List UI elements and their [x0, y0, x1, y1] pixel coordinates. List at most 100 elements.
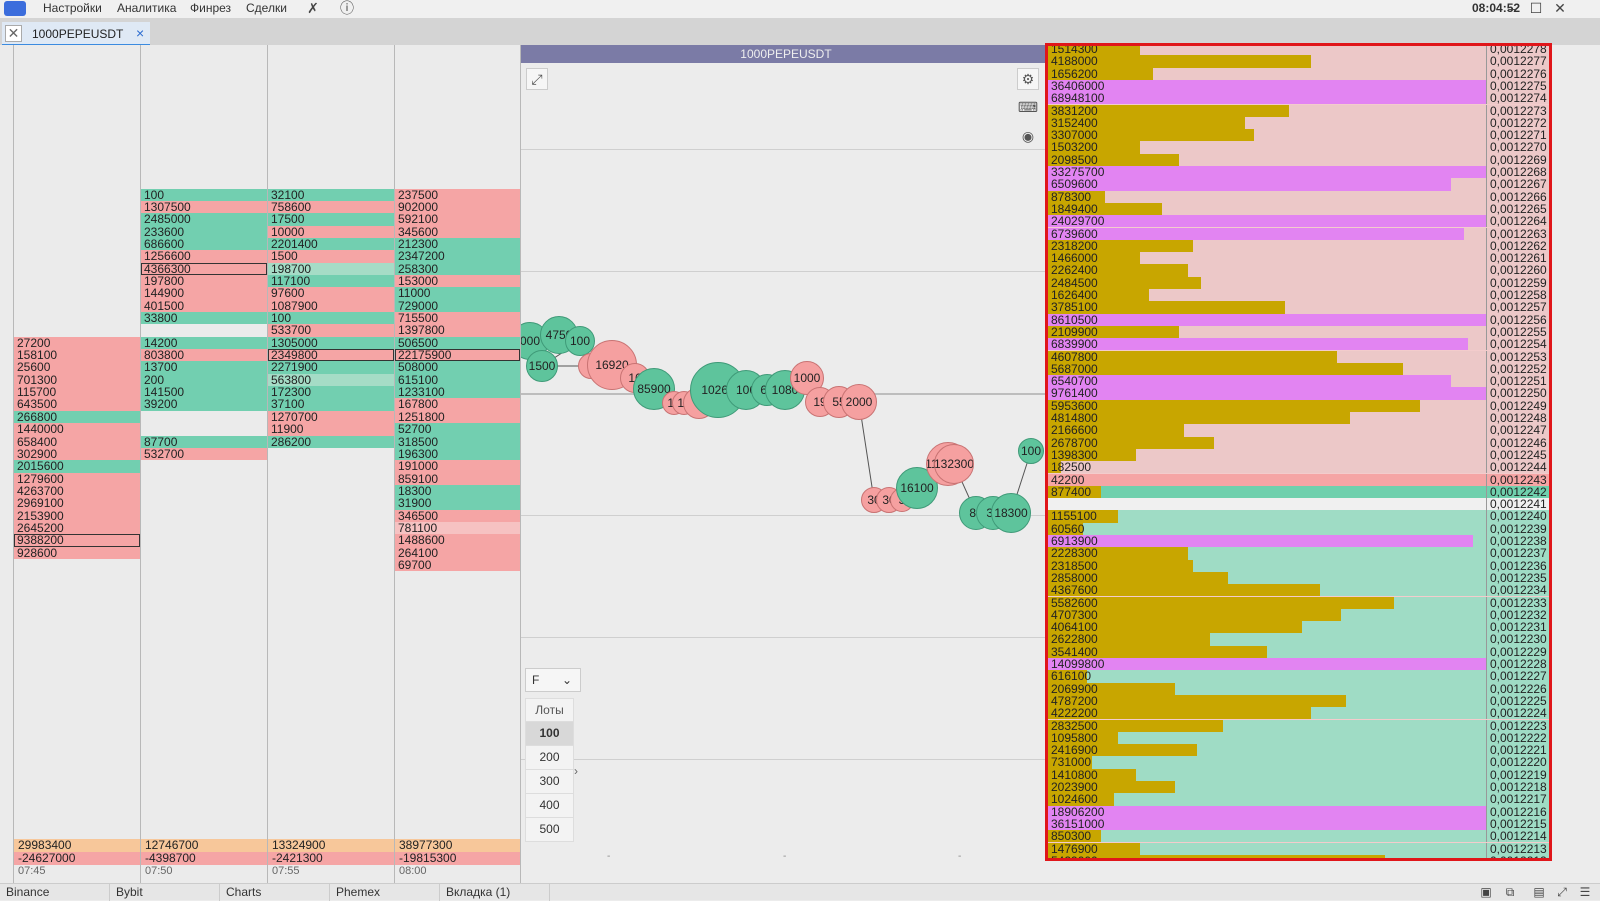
- order-book-row[interactable]: 68948100 0,0012274: [1048, 92, 1549, 104]
- order-book-row[interactable]: 6509600 0,0012267: [1048, 178, 1549, 191]
- status-tab-1[interactable]: Bybit: [110, 884, 220, 901]
- order-book-row[interactable]: 2318500 0,0012236: [1048, 559, 1549, 572]
- order-book-row[interactable]: 4787200 0,0012225: [1048, 695, 1549, 707]
- window-icon[interactable]: ⧉: [1505, 885, 1515, 899]
- lot-option-100[interactable]: 100: [525, 722, 574, 746]
- chart-icon[interactable]: ⤢: [1557, 885, 1567, 899]
- order-book-row[interactable]: 1626400 0,0012258: [1048, 289, 1549, 301]
- status-tab-3[interactable]: Phemex: [330, 884, 440, 901]
- order-book-row[interactable]: 4064100 0,0012231: [1048, 621, 1549, 633]
- order-book-row[interactable]: 1656200 0,0012276: [1048, 67, 1549, 80]
- order-book-row[interactable]: 2228300 0,0012237: [1048, 547, 1549, 560]
- order-book-row[interactable]: 2262400 0,0012260: [1048, 264, 1549, 277]
- order-book-row[interactable]: 2166600 0,0012247: [1048, 424, 1549, 437]
- order-book-row[interactable]: 5429000 0,0012212: [1048, 854, 1549, 858]
- menu-settings[interactable]: Настройки: [43, 1, 102, 15]
- trade-bubble[interactable]: 2000: [841, 384, 877, 420]
- eye-icon[interactable]: ◉: [1021, 128, 1035, 144]
- order-book-row[interactable]: 1849400 0,0012265: [1048, 203, 1549, 215]
- order-book-row[interactable]: 2416900 0,0012221: [1048, 744, 1549, 756]
- order-book-row[interactable]: 2858000 0,0012235: [1048, 572, 1549, 584]
- order-book-row[interactable]: 24029700 0,0012264: [1048, 215, 1549, 227]
- order-book-row[interactable]: 3785100 0,0012257: [1048, 301, 1549, 314]
- menu-deals[interactable]: Сделки: [246, 1, 287, 15]
- tab-close-icon[interactable]: ×: [136, 25, 145, 41]
- order-book-row[interactable]: 2622800 0,0012230: [1048, 633, 1549, 646]
- chevron-right-icon[interactable]: ›: [574, 764, 578, 778]
- order-book-row[interactable]: 3307000 0,0012271: [1048, 129, 1549, 141]
- minimize-icon[interactable]: –: [1508, 0, 1516, 16]
- menu-analytics[interactable]: Аналитика: [117, 1, 177, 15]
- order-book-row[interactable]: 1466000 0,0012261: [1048, 252, 1549, 264]
- order-book-row[interactable]: 1155100 0,0012240: [1048, 510, 1549, 523]
- status-tab-2[interactable]: Charts: [220, 884, 330, 901]
- pin-icon[interactable]: ✗: [307, 0, 319, 16]
- order-book-row[interactable]: 2109900 0,0012255: [1048, 326, 1549, 338]
- maximize-icon[interactable]: ☐: [1529, 0, 1543, 16]
- order-book-row[interactable]: 5582600 0,0012233: [1048, 596, 1549, 609]
- mode-select[interactable]: F ⌄: [525, 668, 581, 692]
- lot-option-500[interactable]: 500: [525, 818, 574, 842]
- order-book-row[interactable]: 3831200 0,0012273: [1048, 104, 1549, 117]
- trade-bubble[interactable]: 100: [1018, 438, 1044, 464]
- trade-bubble[interactable]: 85900: [633, 368, 675, 410]
- order-book-row[interactable]: 8610500 0,0012256: [1048, 313, 1549, 326]
- order-book-row[interactable]: 731000 0,0012220: [1048, 756, 1549, 769]
- order-book-row[interactable]: 878300 0,0012266: [1048, 190, 1549, 203]
- order-book-row[interactable]: 36406000 0,0012275: [1048, 80, 1549, 92]
- order-book-row[interactable]: 2484500 0,0012259: [1048, 276, 1549, 289]
- help-icon[interactable]: ⓘ: [340, 0, 354, 16]
- status-tab-0[interactable]: Binance: [0, 884, 110, 901]
- order-book-row[interactable]: 0,0012241: [1048, 498, 1549, 510]
- trade-bubble[interactable]: 18300: [991, 493, 1031, 533]
- order-book-row[interactable]: 9761400 0,0012250: [1048, 387, 1549, 400]
- order-book-row[interactable]: 6739600 0,0012263: [1048, 227, 1549, 240]
- order-book-row[interactable]: 18906200 0,0012216: [1048, 805, 1549, 818]
- order-book-row[interactable]: 6540700 0,0012251: [1048, 375, 1549, 387]
- order-book[interactable]: 1514300 0,0012278 4188000 0,0012277 1656200 0…: [1045, 43, 1552, 861]
- order-book-row[interactable]: 4222200 0,0012224: [1048, 707, 1549, 719]
- order-book-row[interactable]: 616100 0,0012227: [1048, 670, 1549, 683]
- order-book-row[interactable]: 2678700 0,0012246: [1048, 436, 1549, 449]
- chart-tools-icon[interactable]: ⤢: [526, 68, 548, 90]
- layout-icon[interactable]: ▣: [1480, 885, 1492, 899]
- order-book-row[interactable]: 5687000 0,0012252: [1048, 362, 1549, 375]
- order-book-row[interactable]: 182500 0,0012244: [1048, 461, 1549, 473]
- order-book-row[interactable]: 877400 0,0012242: [1048, 485, 1549, 498]
- trade-bubble[interactable]: 1000: [790, 361, 824, 395]
- order-book-row[interactable]: 6913900 0,0012238: [1048, 535, 1549, 547]
- order-book-row[interactable]: 6839900 0,0012254: [1048, 338, 1549, 350]
- list-icon[interactable]: ▤: [1533, 885, 1545, 899]
- order-book-row[interactable]: 1514300 0,0012278: [1048, 46, 1549, 55]
- order-book-row[interactable]: 1476900 0,0012213: [1048, 842, 1549, 855]
- bubble-chart[interactable]: 1000PEPEUSDT ⤢ ⚙ ⌨ ◉ 0004750100150091692…: [521, 45, 1051, 883]
- order-book-row[interactable]: 36151000 0,0012215: [1048, 818, 1549, 830]
- order-book-row[interactable]: 3541400 0,0012229: [1048, 645, 1549, 658]
- settings-icon[interactable]: ⚙: [1017, 68, 1039, 90]
- order-book-row[interactable]: 2023900 0,0012218: [1048, 781, 1549, 793]
- close-window-icon[interactable]: ✕: [1554, 0, 1566, 16]
- order-book-row[interactable]: 1024600 0,0012217: [1048, 793, 1549, 806]
- lot-option-200[interactable]: 200: [525, 746, 574, 770]
- menu-finrez[interactable]: Финрез: [190, 1, 232, 15]
- trade-bubble[interactable]: 1500: [526, 350, 558, 382]
- order-book-row[interactable]: 1503200 0,0012270: [1048, 141, 1549, 154]
- order-book-row[interactable]: 60560 0,0012239: [1048, 522, 1549, 535]
- order-book-row[interactable]: 4367600 0,0012234: [1048, 584, 1549, 596]
- menu-list-icon[interactable]: ☰: [1579, 885, 1591, 899]
- order-book-row[interactable]: 4707300 0,0012232: [1048, 608, 1549, 621]
- lot-option-400[interactable]: 400: [525, 794, 574, 818]
- order-book-row[interactable]: 5953600 0,0012249: [1048, 399, 1549, 412]
- order-book-row[interactable]: 4188000 0,0012277: [1048, 55, 1549, 68]
- order-book-row[interactable]: 850300 0,0012214: [1048, 830, 1549, 842]
- order-book-row[interactable]: 33275700 0,0012268: [1048, 166, 1549, 178]
- order-book-row[interactable]: 2069900 0,0012226: [1048, 682, 1549, 695]
- lot-option-300[interactable]: 300: [525, 770, 574, 794]
- order-book-row[interactable]: 42200 0,0012243: [1048, 473, 1549, 486]
- trade-bubble[interactable]: 132300: [934, 444, 974, 484]
- order-book-row[interactable]: 1410800 0,0012219: [1048, 768, 1549, 781]
- status-tab-4[interactable]: Вкладка (1): [440, 884, 550, 901]
- order-book-row[interactable]: 3152400 0,0012272: [1048, 116, 1549, 129]
- order-book-row[interactable]: 1398300 0,0012245: [1048, 449, 1549, 461]
- order-book-row[interactable]: 2098500 0,0012269: [1048, 153, 1549, 166]
